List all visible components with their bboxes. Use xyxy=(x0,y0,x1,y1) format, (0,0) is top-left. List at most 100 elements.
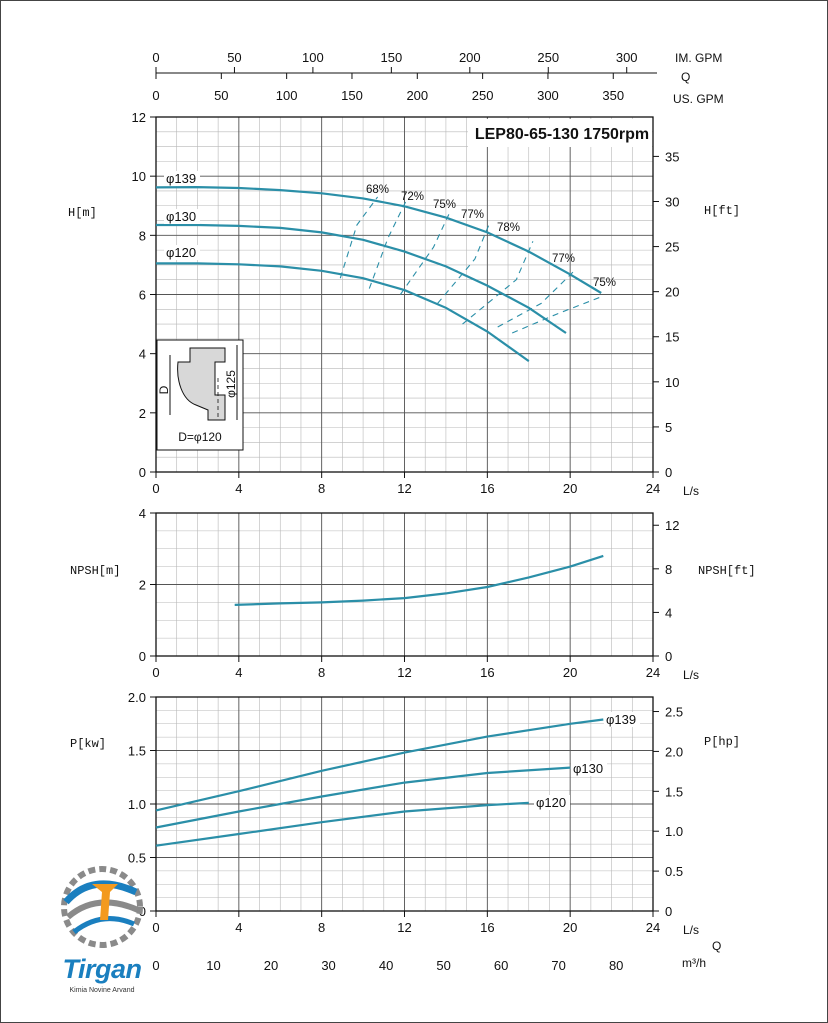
power-curve-label: φ130 xyxy=(573,761,603,776)
y-right-tick-label: 5 xyxy=(665,420,672,435)
head-curve-label: φ139 xyxy=(166,171,196,186)
x-tick-label: 0 xyxy=(152,665,159,680)
x-tick-label: 4 xyxy=(235,665,242,680)
logo-subtitle: Kimia Novine Arvand xyxy=(69,987,135,994)
us-gpm-tick-label: 300 xyxy=(537,88,559,103)
m3h-tick-label: 80 xyxy=(609,958,623,973)
efficiency-curve-line xyxy=(462,241,534,325)
curve-label-background xyxy=(604,712,640,727)
efficiency-curve-line xyxy=(339,196,379,279)
y-left-tick-label: 0 xyxy=(139,649,146,664)
us-gpm-axis-label: US. GPM xyxy=(673,92,724,106)
y-left-tick-label: 0 xyxy=(139,465,146,480)
im-gpm-tick-label: 150 xyxy=(381,50,403,65)
x-axis-label: L/s xyxy=(683,484,699,498)
x-tick-label: 8 xyxy=(318,481,325,496)
head-curve-line xyxy=(156,262,530,362)
y-right-tick-label: 8 xyxy=(665,562,672,577)
im-gpm-tick-label: 200 xyxy=(459,50,481,65)
head-curve-line xyxy=(155,185,602,294)
y-left-axis-label: P[kw] xyxy=(70,737,106,751)
efficiency-curve-line xyxy=(497,270,575,328)
y-right-tick-label: 10 xyxy=(665,375,679,390)
inset-d-label: D xyxy=(157,385,171,394)
m3h-tick-label: 40 xyxy=(379,958,393,973)
y-left-tick-label: 2.0 xyxy=(128,690,146,705)
curve-label-background xyxy=(534,795,570,810)
x-tick-label: 24 xyxy=(646,920,660,935)
y-left-tick-label: 10 xyxy=(132,169,146,184)
y-right-tick-label: 0 xyxy=(665,904,672,919)
x-tick-label: 0 xyxy=(152,481,159,496)
x-axis-label: L/s xyxy=(683,923,699,937)
y-right-tick-label: 12 xyxy=(665,518,679,533)
x-tick-label: 12 xyxy=(397,481,411,496)
m3h-axis-label: m³/h xyxy=(682,956,706,970)
curve-label-background xyxy=(164,209,200,224)
us-gpm-tick-label: 100 xyxy=(276,88,298,103)
x-tick-label: 0 xyxy=(152,920,159,935)
impeller-section-icon xyxy=(177,347,226,421)
im-gpm-tick-label: 50 xyxy=(227,50,241,65)
inset-phi125-label: φ125 xyxy=(224,370,238,398)
y-left-tick-label: 2 xyxy=(139,406,146,421)
chart-title: LEP80-65-130 1750rpm xyxy=(475,126,649,143)
y-right-tick-label: 25 xyxy=(665,240,679,255)
y-left-tick-label: 12 xyxy=(132,110,146,125)
efficiency-curve-line xyxy=(437,223,490,304)
x-tick-label: 4 xyxy=(235,481,242,496)
logo-emblem-icon xyxy=(61,866,143,948)
y-right-tick-label: 0 xyxy=(665,465,672,480)
y-right-tick-label: 1.5 xyxy=(665,784,683,799)
efficiency-label: 68% xyxy=(366,184,389,196)
m3h-tick-label: 0 xyxy=(152,958,159,973)
efficiency-curve-line xyxy=(368,199,408,289)
y-right-axis-label: NPSH[ft] xyxy=(698,564,756,578)
m3h-tick-label: 10 xyxy=(206,958,220,973)
top-q-axis-label: Q xyxy=(681,70,690,84)
x-tick-label: 20 xyxy=(563,481,577,496)
y-left-axis-label: NPSH[m] xyxy=(70,564,120,578)
us-gpm-tick-label: 50 xyxy=(214,88,228,103)
power-curve-line xyxy=(155,718,604,812)
inset-d-value-label: D=φ120 xyxy=(178,430,222,444)
power-curve-label: φ120 xyxy=(536,795,566,810)
y-left-tick-label: 8 xyxy=(139,228,146,243)
im-gpm-tick-label: 0 xyxy=(152,50,159,65)
npsh-curve-line xyxy=(234,554,604,606)
x-tick-label: 24 xyxy=(646,481,660,496)
head-curve-label: φ130 xyxy=(166,209,196,224)
y-right-tick-label: 30 xyxy=(665,194,679,209)
y-right-tick-label: 4 xyxy=(665,605,672,620)
y-right-tick-label: 2.5 xyxy=(665,705,683,720)
us-gpm-tick-label: 150 xyxy=(341,88,363,103)
x-tick-label: 8 xyxy=(318,665,325,680)
y-right-tick-label: 35 xyxy=(665,149,679,164)
curve-label-background xyxy=(164,245,200,260)
im-gpm-tick-label: 300 xyxy=(616,50,638,65)
efficiency-curve-line xyxy=(511,295,604,334)
x-tick-label: 16 xyxy=(480,665,494,680)
im-gpm-tick-label: 100 xyxy=(302,50,324,65)
power-curve-label: φ139 xyxy=(606,712,636,727)
title-background xyxy=(468,119,652,147)
m3h-tick-label: 20 xyxy=(264,958,278,973)
x-tick-label: 16 xyxy=(480,481,494,496)
efficiency-label: 75% xyxy=(593,277,616,289)
curve-label-background xyxy=(164,171,200,186)
y-left-tick-label: 6 xyxy=(139,288,146,303)
efficiency-label: 78% xyxy=(497,222,520,234)
m3h-tick-label: 70 xyxy=(551,958,565,973)
us-gpm-tick-label: 350 xyxy=(602,88,624,103)
y-left-tick-label: 2 xyxy=(139,578,146,593)
logo-brand: Tirgan xyxy=(62,954,142,984)
y-right-tick-label: 0 xyxy=(665,649,672,664)
y-left-tick-label: 4 xyxy=(139,347,146,362)
x-tick-label: 20 xyxy=(563,920,577,935)
y-right-axis-label: H[ft] xyxy=(704,204,740,218)
y-left-tick-label: 0.5 xyxy=(128,851,146,866)
y-left-axis-label: H[m] xyxy=(68,206,97,220)
bottom-q-axis-label: Q xyxy=(712,939,721,953)
